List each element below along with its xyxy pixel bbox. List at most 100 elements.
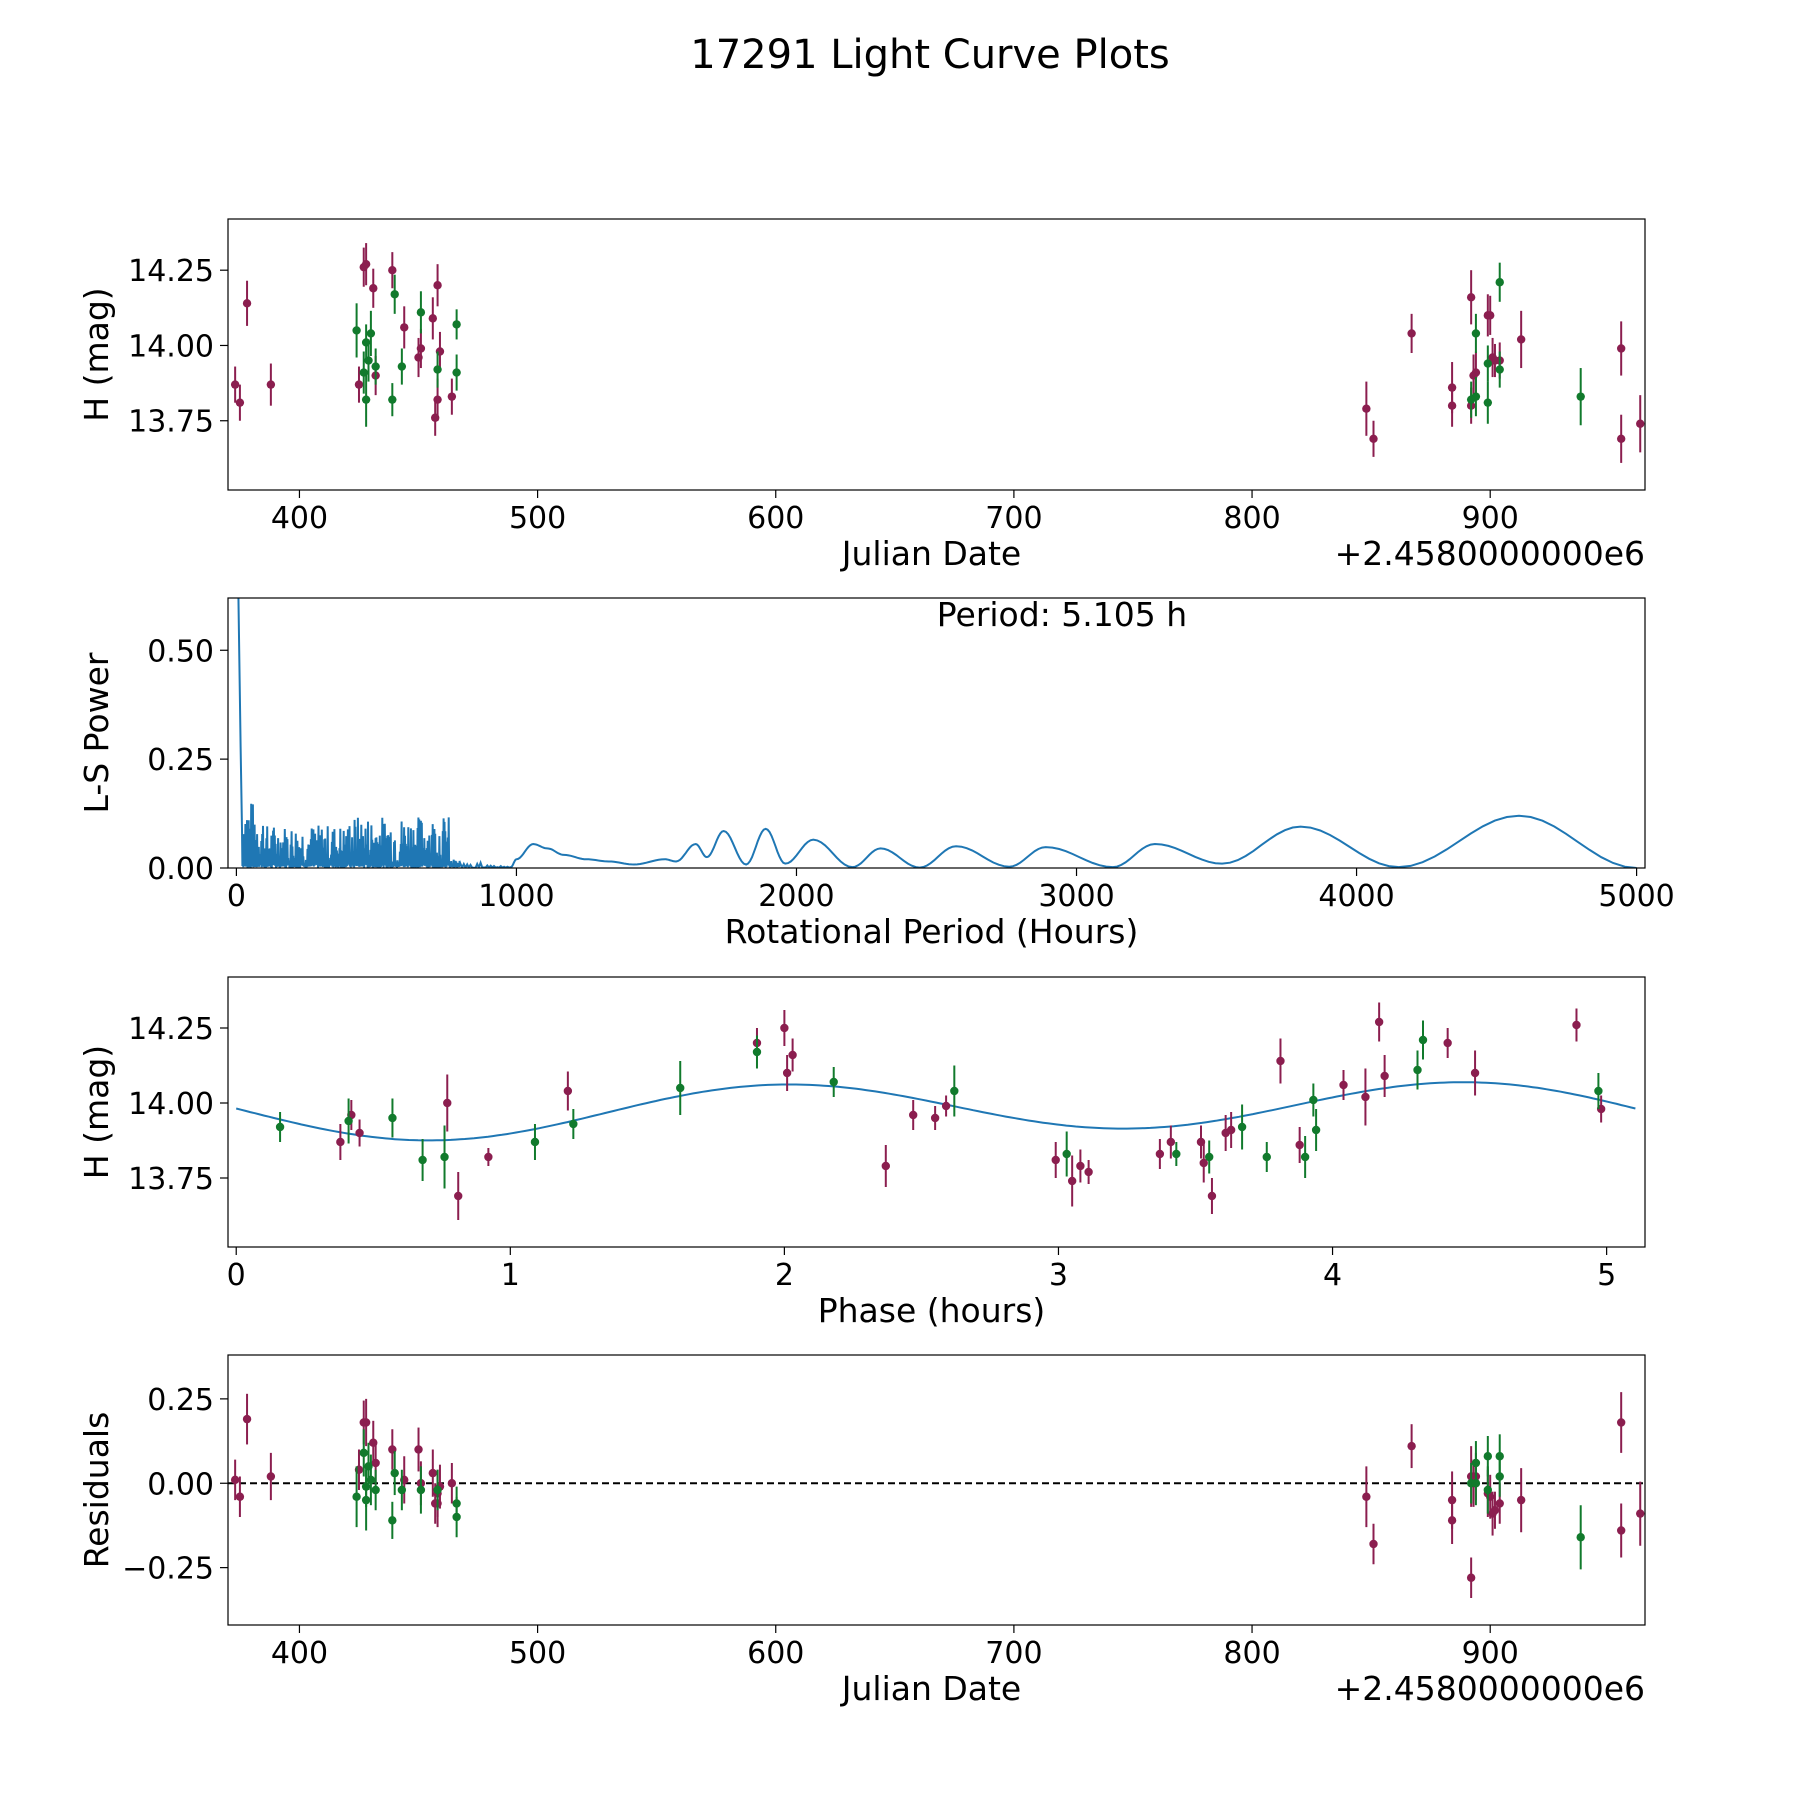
data-point-green — [366, 329, 376, 338]
data-point-green — [1205, 1152, 1214, 1162]
data-point-green — [388, 395, 397, 404]
data-point-maroon — [1076, 1161, 1085, 1171]
panel-periodogram: 0 1000 2000 3000 4000 5000 0.00 0.25 0.50 Rotatio… — [77, 595, 1675, 951]
data-point-maroon — [1466, 1573, 1476, 1582]
data-point-maroon — [1084, 1167, 1093, 1177]
x-tick-label: 400 — [271, 1636, 328, 1671]
data-point-maroon — [1369, 1539, 1378, 1549]
x-tick-label: 4000 — [1318, 879, 1394, 914]
data-point-maroon — [788, 1050, 797, 1060]
data-point-maroon — [1166, 1137, 1176, 1147]
data-point-maroon — [780, 1023, 789, 1033]
data-point-green — [416, 1485, 426, 1495]
y-tick-label: 13.75 — [128, 1162, 214, 1197]
data-point-green — [752, 1047, 762, 1057]
data-point-maroon — [235, 398, 245, 407]
x-offset-label: +2.4580000000e6 — [1335, 1669, 1645, 1708]
x-tick-label: 400 — [271, 501, 328, 536]
axes-frame — [227, 597, 1646, 869]
y-axis-label: H (mag) — [77, 1045, 116, 1179]
data-point-maroon — [1374, 1017, 1384, 1027]
data-point-maroon — [563, 1086, 573, 1096]
data-point-green — [1594, 1086, 1603, 1096]
data-point-maroon — [230, 380, 240, 389]
data-point-maroon — [1362, 1492, 1371, 1501]
x-tick-label: 600 — [747, 1636, 804, 1671]
data-point-maroon — [1616, 344, 1626, 353]
data-point-green — [829, 1077, 838, 1087]
x-axis-label: Phase (hours) — [818, 1291, 1046, 1330]
x-tick-label: 3000 — [1038, 879, 1114, 914]
data-point-maroon — [1339, 1080, 1348, 1090]
y-tick-label: 13.75 — [128, 405, 214, 440]
data-point-maroon — [1407, 1441, 1416, 1451]
data-point-green — [361, 395, 371, 404]
x-tick-label: 5000 — [1598, 879, 1674, 914]
data-point-green — [1471, 1479, 1481, 1488]
plot-area-phased — [235, 1002, 1636, 1220]
data-point-green — [1300, 1152, 1310, 1162]
data-point-maroon — [361, 259, 371, 269]
y-axis-label: L-S Power — [77, 652, 116, 813]
data-point-green — [1413, 1065, 1422, 1075]
x-tick-label: 700 — [985, 501, 1042, 536]
data-point-green — [359, 1448, 368, 1458]
x-tick-label: 800 — [1223, 1636, 1280, 1671]
data-point-maroon — [354, 380, 364, 389]
x-tick-label: 0 — [227, 879, 246, 914]
data-point-green — [1311, 1125, 1321, 1135]
data-point-maroon — [1362, 404, 1371, 413]
data-point-green — [371, 362, 380, 371]
data-point-maroon — [1407, 329, 1416, 338]
data-point-green — [433, 365, 442, 374]
data-point-green — [1471, 392, 1481, 401]
data-point-maroon — [1616, 434, 1626, 444]
data-point-maroon — [388, 265, 397, 275]
y-tick-label: 0.50 — [147, 634, 214, 669]
x-tick-label: 4 — [1323, 1258, 1342, 1293]
data-point-green — [1495, 278, 1504, 287]
data-point-green — [397, 1485, 407, 1495]
x-tick-label: 2 — [775, 1258, 794, 1293]
data-point-maroon — [909, 1110, 918, 1120]
data-point-maroon — [1361, 1092, 1370, 1102]
data-point-maroon — [242, 1414, 252, 1424]
data-point-maroon — [416, 344, 426, 353]
data-point-green — [1471, 329, 1481, 338]
x-tick-label: 600 — [747, 501, 804, 536]
data-point-green — [371, 1485, 380, 1495]
data-point-maroon — [371, 1458, 380, 1468]
x-axis-label: Julian Date — [840, 534, 1022, 573]
data-point-maroon — [447, 392, 457, 401]
x-axis-label: Julian Date — [840, 1669, 1022, 1708]
panel-phased: 0 1 2 3 4 5 13.75 14.00 14.25 Phase (hours) H (mag… — [77, 976, 1646, 1330]
data-point-green — [1483, 398, 1493, 407]
data-point-maroon — [1369, 434, 1378, 444]
axes-frame — [227, 976, 1646, 1248]
data-point-maroon — [1380, 1071, 1389, 1081]
x-tick-label: 500 — [509, 1636, 566, 1671]
panel-lightcurve: 400 500 600 700 800 900 13.75 14.00 14.25 Julian … — [77, 218, 1646, 573]
data-point-green — [352, 1492, 361, 1501]
x-tick-label: 1 — [501, 1258, 520, 1293]
data-point-green — [275, 1122, 285, 1132]
data-point-maroon — [881, 1161, 890, 1171]
data-point-green — [1576, 1533, 1585, 1542]
data-point-maroon — [1067, 1176, 1077, 1186]
period-annotation: Period: 5.105 h — [937, 595, 1187, 634]
x-tick-label: 0 — [227, 1258, 246, 1293]
x-tick-label: 1000 — [478, 879, 554, 914]
data-point-green — [569, 1119, 578, 1129]
data-point-green — [390, 290, 399, 299]
data-point-maroon — [1490, 1506, 1500, 1515]
data-point-green — [452, 320, 461, 329]
data-point-green — [1062, 1149, 1071, 1159]
data-point-maroon — [1447, 401, 1457, 410]
data-point-green — [1483, 1485, 1493, 1495]
data-point-green — [950, 1086, 959, 1096]
data-point-maroon — [1155, 1149, 1165, 1159]
data-point-green — [1483, 1452, 1493, 1461]
data-point-green — [364, 356, 373, 365]
data-point-maroon — [1226, 1125, 1236, 1135]
